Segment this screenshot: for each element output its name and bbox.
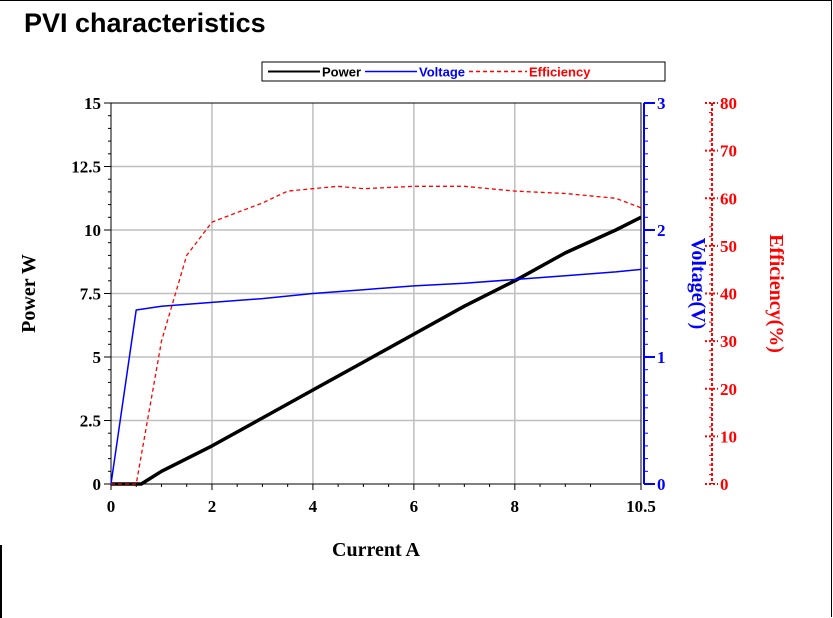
power-tick-label: 5 bbox=[93, 348, 102, 367]
series-line-power bbox=[111, 215, 642, 486]
series-line-voltage bbox=[110, 268, 642, 485]
voltage-tick-label: 0 bbox=[657, 475, 666, 494]
x-tick-label: 10.5 bbox=[626, 497, 656, 516]
efficiency-tick-label: 50 bbox=[720, 237, 737, 256]
efficiency-tick-label: 10 bbox=[720, 427, 737, 446]
power-tick-label: 0 bbox=[93, 475, 102, 494]
frame-left-edge bbox=[0, 545, 2, 618]
power-tick-label: 10 bbox=[84, 221, 101, 240]
efficiency-tick-label: 0 bbox=[720, 475, 729, 494]
series-line-efficiency bbox=[111, 185, 642, 485]
efficiency-axis-title: Efficiency(%) bbox=[765, 234, 787, 353]
efficiency-tick-label: 30 bbox=[720, 332, 737, 351]
efficiency-tick-label: 80 bbox=[720, 94, 737, 113]
x-tick-label: 4 bbox=[309, 497, 318, 516]
efficiency-tick-label: 40 bbox=[720, 285, 737, 304]
x-tick-label: 2 bbox=[208, 497, 217, 516]
power-tick-label: 7.5 bbox=[80, 285, 101, 304]
x-axis-title: Current A bbox=[332, 539, 421, 561]
power-tick-label: 2.5 bbox=[80, 412, 101, 431]
page-title: PVI characteristics bbox=[24, 8, 266, 38]
power-axis-title: Power W bbox=[18, 254, 40, 333]
voltage-axis-title: Voltage(V) bbox=[687, 238, 709, 329]
x-tick-label: 8 bbox=[511, 497, 520, 516]
efficiency-tick-label: 20 bbox=[720, 380, 737, 399]
efficiency-tick-label: 70 bbox=[720, 142, 737, 161]
voltage-tick-label: 2 bbox=[657, 221, 666, 240]
voltage-tick-label: 3 bbox=[657, 94, 666, 113]
x-tick-label: 6 bbox=[410, 497, 419, 516]
voltage-tick-label: 1 bbox=[657, 348, 666, 367]
power-tick-label: 15 bbox=[84, 94, 101, 113]
legend-box bbox=[261, 61, 666, 82]
legend-label-power: Power bbox=[322, 65, 361, 80]
x-tick-label: 0 bbox=[107, 497, 116, 516]
legend-label-voltage: Voltage bbox=[419, 65, 465, 80]
legend-label-efficiency: Efficiency bbox=[529, 65, 591, 80]
efficiency-tick-label: 60 bbox=[720, 189, 737, 208]
power-tick-label: 12.5 bbox=[71, 158, 101, 177]
